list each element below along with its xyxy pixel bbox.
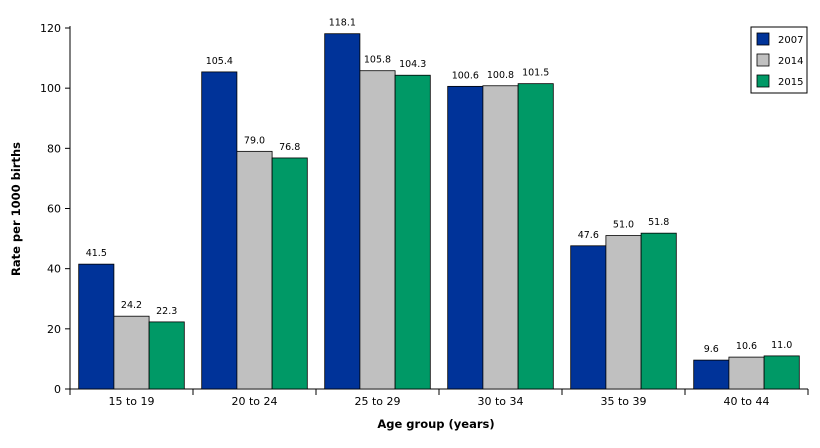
bar [148,321,185,390]
data-label: 118.1 [329,18,356,29]
bar [447,85,484,390]
data-label: 105.8 [364,55,391,66]
data-label: 47.6 [578,230,599,241]
legend-label: 2015 [778,77,803,88]
y-tick-label: 100 [40,82,61,95]
data-label: 105.4 [206,56,233,67]
x-axis: 15 to 19 20 to 24 25 to 29 30 to 34 35 to 39… [69,388,809,408]
data-label: 11.0 [771,340,792,351]
bar [728,356,765,390]
x-tick-label: 40 to 44 [723,395,769,408]
bar [482,85,519,390]
y-tick-label: 40 [47,263,61,276]
bar [640,232,677,390]
bar [517,83,554,390]
x-tick-label: 20 to 24 [231,395,277,408]
bar [324,33,361,390]
bar [763,355,800,390]
data-label: 41.5 [86,248,107,259]
bar [78,263,115,390]
legend: 2007 2014 2015 [750,26,808,94]
legend-swatch [756,53,770,67]
data-label: 51.0 [613,220,634,231]
data-label: 9.6 [704,344,719,355]
data-label: 101.5 [522,68,549,79]
data-label: 76.8 [279,142,300,153]
data-label: 100.8 [487,70,514,81]
legend-label: 2007 [778,35,803,46]
y-tick-label: 0 [54,383,61,396]
bar [394,74,431,390]
data-label: 24.2 [121,300,142,311]
legend-swatch [756,32,770,46]
x-tick-label: 35 to 39 [600,395,646,408]
x-tick-label: 15 to 19 [108,395,154,408]
x-tick-label: 25 to 29 [354,395,400,408]
bar [201,71,238,390]
bar [113,315,150,390]
y-tick-label: 60 [47,203,61,216]
bar [271,157,308,390]
bars [78,33,800,390]
data-label: 100.6 [452,70,479,81]
data-label: 79.0 [244,135,265,146]
value-labels: 41.5 24.2 22.3 105.4 79.0 76.8 118.1 105.8 104.3… [86,18,793,355]
legend-label: 2014 [778,56,803,67]
y-axis: 0 20 40 60 80 100 120 [40,22,71,396]
bar [359,70,396,390]
x-axis-title: Age group (years) [377,417,494,431]
data-label: 51.8 [648,217,669,228]
y-tick-label: 80 [47,142,61,155]
bar [570,245,607,390]
data-label: 104.3 [399,59,426,70]
x-tick-label: 30 to 34 [477,395,523,408]
y-tick-label: 20 [47,323,61,336]
bar [693,359,730,390]
data-label: 10.6 [736,341,757,352]
data-label: 22.3 [156,306,177,317]
bar [605,235,642,390]
legend-swatch [756,74,770,88]
y-tick-label: 120 [40,22,61,35]
bar [236,150,273,390]
y-axis-title: Rate per 1000 births [9,142,23,276]
